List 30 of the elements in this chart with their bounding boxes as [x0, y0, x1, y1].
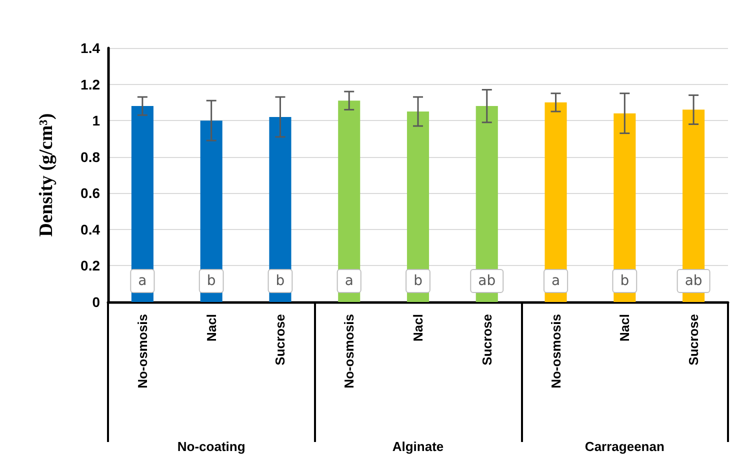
y-tick-label: 1 [92, 112, 100, 129]
x-tick-label: Nacl [410, 314, 426, 342]
y-tick-label: 1.4 [80, 40, 100, 56]
y-tick-label: 0 [92, 294, 100, 310]
data-label: a [344, 273, 354, 289]
x-tick-label: No-osmosis [548, 314, 564, 388]
x-tick-label: Sucrose [686, 314, 702, 366]
y-axis-title: Density (g/cm³) [36, 113, 57, 237]
x-tick-label: No-osmosis [342, 314, 357, 388]
data-label: a [138, 273, 147, 289]
x-tick-label: No-osmosis [134, 314, 150, 388]
data-label: b [414, 273, 423, 289]
x-tick-label: Nacl [617, 314, 632, 342]
data-label: a [551, 273, 560, 289]
y-tick-label: 1.2 [80, 76, 100, 92]
text: No-coating [177, 439, 246, 454]
data-label: ab [684, 273, 702, 289]
y-tick-label: 0.8 [80, 148, 100, 165]
data-label: b [206, 273, 216, 289]
y-tick-label: 0.4 [80, 221, 100, 238]
x-tick-label: Sucrose [272, 314, 288, 366]
x-tick-label: Sucrose [479, 314, 494, 366]
data-label: b [276, 273, 285, 289]
data-label: b [620, 273, 630, 289]
text: Carrageenan [584, 439, 664, 454]
x-tick-label: Nacl [204, 314, 219, 342]
data-label: ab [478, 273, 496, 289]
text: Alginate [392, 439, 444, 454]
y-tick-label: 0.6 [80, 185, 100, 202]
y-tick-label: 0.2 [80, 258, 100, 274]
